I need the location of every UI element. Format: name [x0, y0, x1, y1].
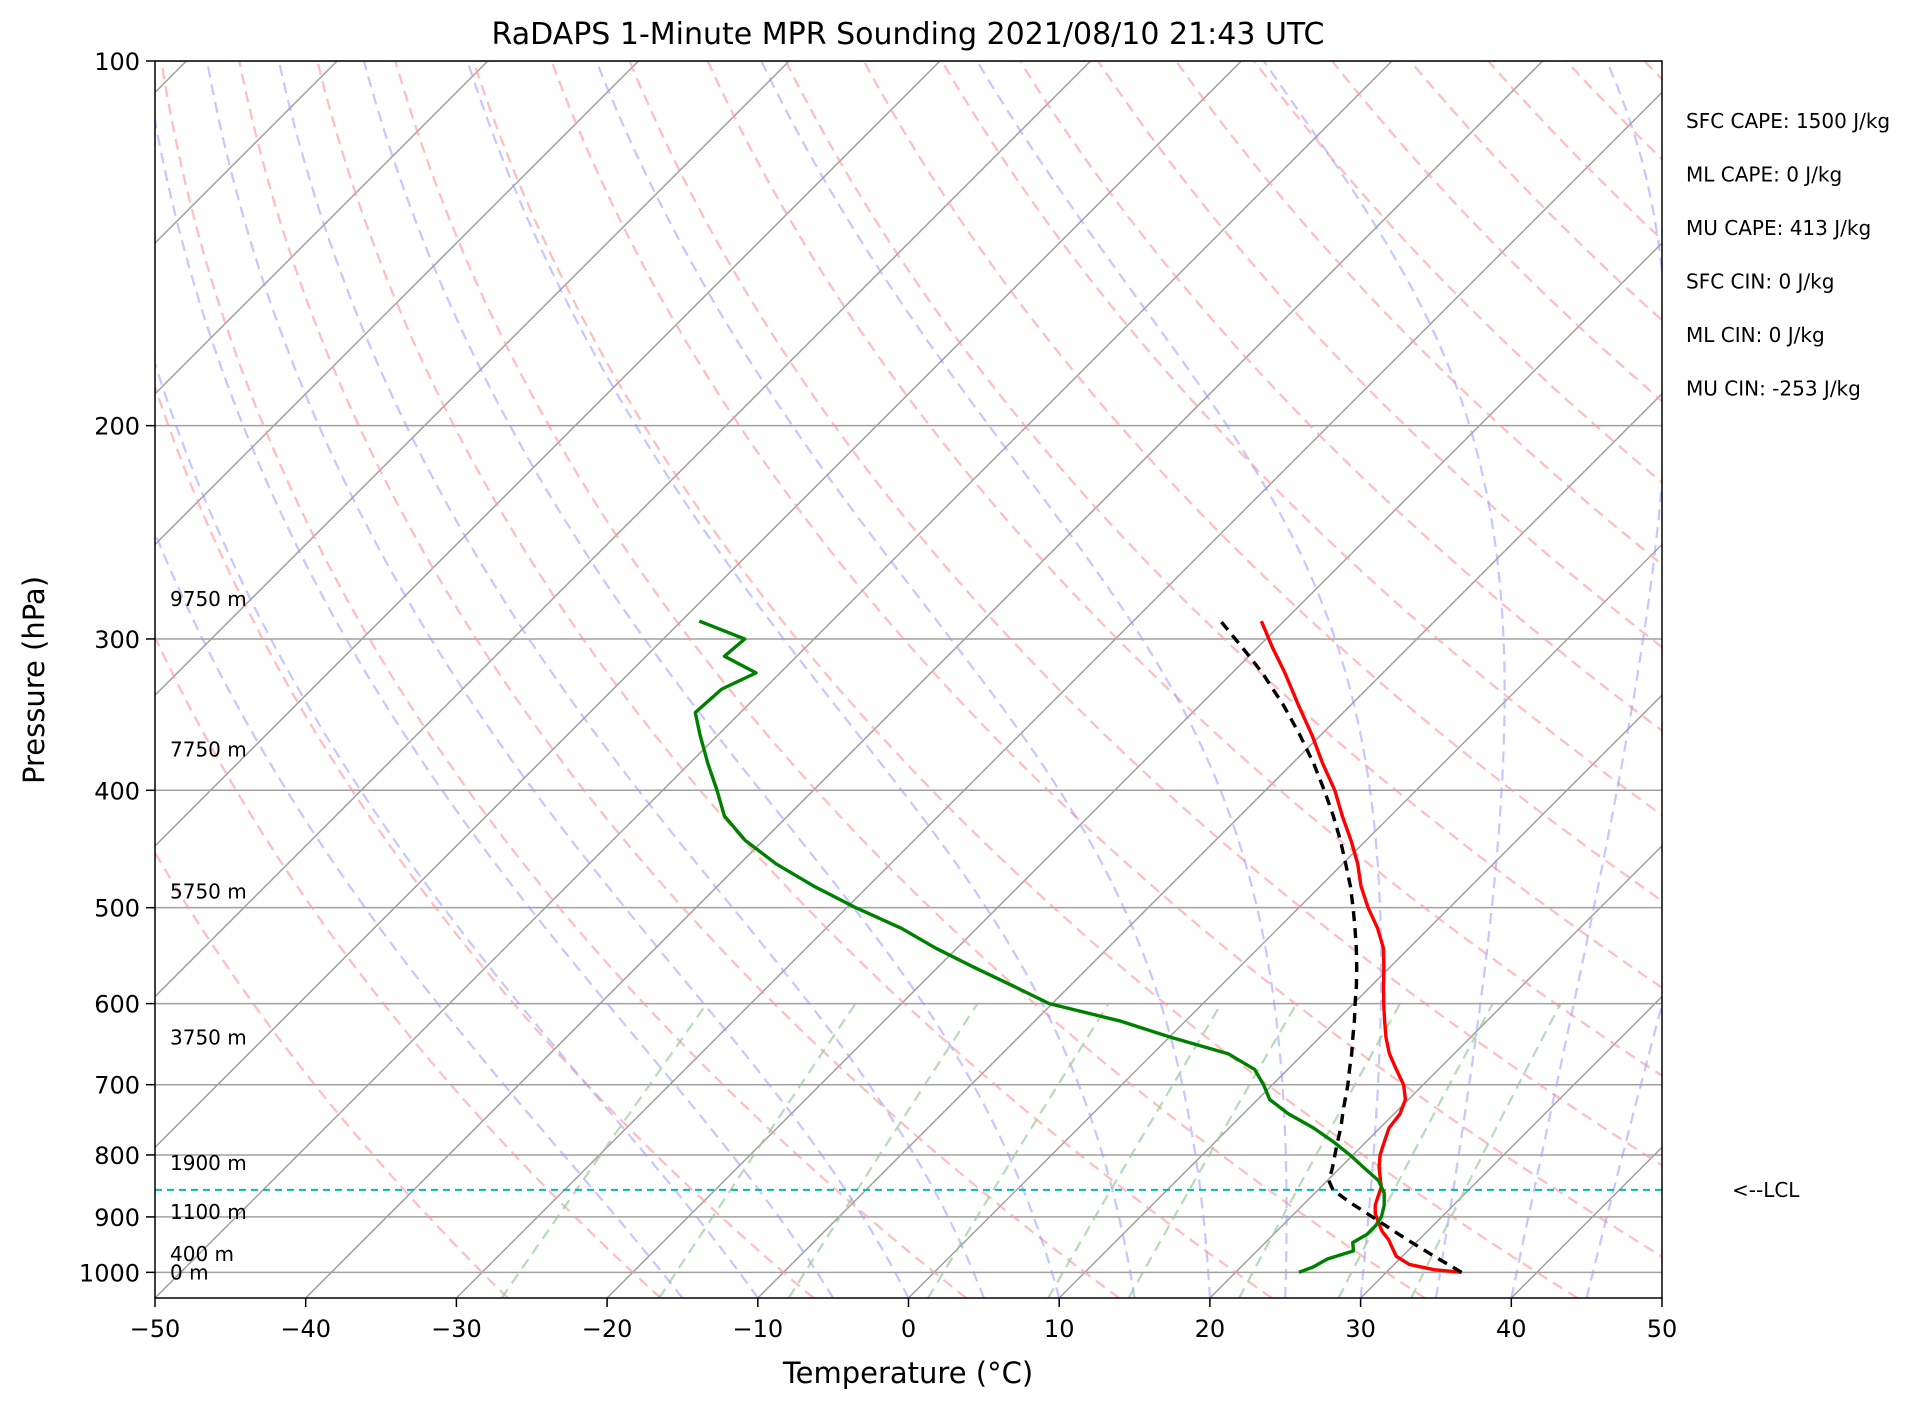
y-tick-label: 100: [94, 48, 140, 76]
y-axis: 1000 900 800 700 600 500 400 300 200 100: [79, 48, 155, 1287]
stat-annotation: MU CIN: -253 J/kg: [1686, 377, 1861, 401]
height-label: 9750 m: [170, 587, 247, 611]
y-tick-label: 600: [94, 991, 140, 1019]
dry-adiabat: [862, 61, 1662, 903]
stat-annotation: MU CAPE: 413 J/kg: [1686, 216, 1871, 240]
dry-adiabat: [155, 850, 509, 1298]
dry-adiabat: [238, 61, 1120, 1298]
x-tick-label: 0: [901, 1315, 916, 1343]
isotherm: [606, 242, 1662, 1298]
x-tick-label: 40: [1496, 1315, 1527, 1343]
dry-adiabat: [316, 61, 1273, 1298]
mixing-ratio-line: [500, 1002, 708, 1298]
y-tick-label: 800: [94, 1142, 140, 1170]
isotherm: [155, 61, 941, 847]
isotherm: [155, 61, 1242, 1149]
moist-adiabat: [1262, 61, 1506, 1298]
dry-adiabat: [1018, 61, 1662, 733]
mixing-ratio-line: [1337, 1003, 1494, 1298]
dewpoint-profile: [693, 619, 1386, 1274]
mixing-ratio-line: [1127, 1003, 1298, 1298]
y-tick-label: 200: [94, 413, 140, 441]
y-tick-label: 300: [94, 626, 140, 654]
stat-annotation: ML CAPE: 0 J/kg: [1686, 163, 1842, 187]
isotherm: [907, 543, 1662, 1298]
temperature-profile: [1259, 620, 1462, 1274]
isotherm: [155, 61, 1092, 998]
height-label: 1100 m: [170, 1200, 247, 1224]
x-axis: −50 −40 −30 −20 −10 0 10 20 30 40 50: [130, 1298, 1678, 1343]
y-tick-label: 1000: [79, 1259, 140, 1287]
stat-annotation: SFC CAPE: 1500 J/kg: [1686, 109, 1890, 133]
moist-adiabat: [155, 530, 684, 1298]
dry-adiabat: [628, 61, 1662, 1167]
moist-adiabat: [760, 61, 1288, 1298]
dry-adiabat: [706, 61, 1662, 1078]
parcel-profile: [1219, 620, 1463, 1274]
isotherm: [757, 392, 1662, 1298]
moist-adiabat: [205, 61, 910, 1298]
moist-adiabat: [466, 61, 1136, 1298]
y-tick-label: 400: [94, 777, 140, 805]
dry-adiabat: [394, 61, 1426, 1298]
moist-adiabat: [277, 61, 985, 1298]
dry-adiabat: [472, 61, 1579, 1298]
x-tick-label: −30: [431, 1315, 482, 1343]
dry-adiabat: [1175, 61, 1662, 566]
mixing-ratio-line: [1410, 1003, 1562, 1298]
x-tick-label: −40: [280, 1315, 331, 1343]
x-tick-label: 10: [1044, 1315, 1075, 1343]
mixing-ratio-line: [658, 1002, 857, 1298]
height-label: 1900 m: [170, 1151, 247, 1175]
moist-adiabat: [155, 114, 835, 1298]
moist-adiabat: [362, 61, 1061, 1298]
dry-adiabat: [550, 61, 1662, 1258]
mixing-ratio-line: [1238, 1003, 1401, 1298]
stats-panel: SFC CAPE: 1500 J/kg ML CAPE: 0 J/kg MU CAP…: [1686, 109, 1890, 401]
isotherm: [155, 61, 489, 395]
isotherm: [455, 91, 1662, 1298]
x-tick-label: −10: [732, 1315, 783, 1343]
x-tick-label: −50: [130, 1315, 181, 1343]
mixing-ratio-line: [927, 1003, 1110, 1298]
x-tick-label: 20: [1195, 1315, 1226, 1343]
isotherm: [1209, 844, 1662, 1298]
y-tick-label: 900: [94, 1204, 140, 1232]
mixing-ratio-line: [787, 1002, 979, 1298]
stat-annotation: SFC CIN: 0 J/kg: [1686, 270, 1834, 294]
y-tick-label: 500: [94, 895, 140, 923]
height-label: 3750 m: [170, 1026, 247, 1050]
isotherm: [155, 61, 1393, 1298]
height-label: 400 m: [170, 1242, 234, 1266]
dry-adiabat: [155, 634, 662, 1298]
height-label: 0 m: [170, 1260, 209, 1284]
height-label: 5750 m: [170, 880, 247, 904]
moist-adiabat: [155, 359, 759, 1298]
dry-adiabat: [160, 61, 967, 1298]
mixing-ratio-line: [1047, 1003, 1223, 1298]
isotherm: [155, 61, 640, 546]
y-axis-label: Pressure (hPa): [17, 576, 51, 784]
x-tick-label: 50: [1647, 1315, 1678, 1343]
y-tick-label: 700: [94, 1072, 140, 1100]
lcl-label: <--LCL: [1732, 1178, 1800, 1202]
plot-area: [155, 61, 1662, 1298]
dry-adiabat: [784, 61, 1662, 989]
stat-annotation: ML CIN: 0 J/kg: [1686, 323, 1825, 347]
x-tick-label: 30: [1345, 1315, 1376, 1343]
isotherm: [305, 61, 1544, 1298]
height-labels: 9750 m 7750 m 5750 m 3750 m 1900 m 1100 m 400 …: [170, 587, 247, 1284]
x-tick-label: −20: [582, 1315, 633, 1343]
chart-title: RaDAPS 1-Minute MPR Sounding 2021/08/10 …: [492, 17, 1325, 52]
dry-adiabat: [155, 383, 815, 1298]
isotherm: [155, 61, 790, 697]
isotherm: [1360, 995, 1662, 1298]
x-axis-label: Temperature (°C): [782, 1356, 1033, 1390]
height-label: 7750 m: [170, 737, 247, 761]
